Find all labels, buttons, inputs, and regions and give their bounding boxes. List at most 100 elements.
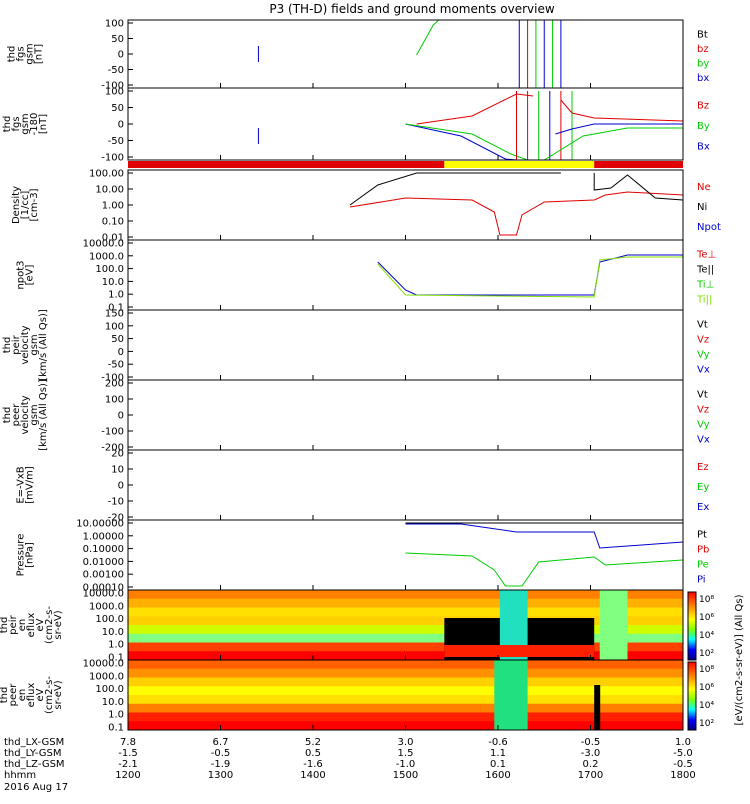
colorbar-tick: 10² [699,719,714,729]
panel-4-legend-Te||: Te|| [696,265,714,276]
panel-4-legend-Te⊥: Te⊥ [696,250,716,261]
panel-10-ytick: 1.0 [108,710,124,721]
panel-8-ytick: 0.01000 [83,557,124,568]
xtick-thd_LY-GSM-0: -1.5 [118,748,138,759]
panel-6-legend-Vy: Vy [697,420,710,431]
panel-7-legend-Ey: Ey [697,482,709,493]
panel-4-ytick: 10000.0 [83,239,124,250]
panel-8-legend-Pe: Pe [697,560,709,571]
plot-title: P3 (TH-D) fields and ground moments over… [269,2,554,16]
panel-7-ytick: 0 [118,481,124,492]
colorbar-tick: 10⁴ [699,701,714,711]
panel-9-ytick: 1000.0 [89,601,124,612]
spec-band [128,660,683,670]
panel-10-ytick: 1000.0 [89,671,124,682]
xtick-thd_LX-GSM-5: -0.5 [581,737,601,748]
spec-green-late [600,590,628,660]
panel-8-ytick: 10.00000 [76,519,124,530]
panel-2-ytick: -50 [108,136,124,147]
xtick-hhmm-3: 1500 [393,770,418,781]
mode-bar-yellow [444,161,594,168]
xtick-hhmm-4: 1600 [485,770,510,781]
panel-4-ytick: 100.0 [95,264,124,275]
xtick-thd_LZ-GSM-3: -1.0 [396,759,416,770]
panel-2-legend-By: By [697,121,710,132]
xtick-thd_LX-GSM-0: 7.8 [120,737,136,748]
xtick-thd_LX-GSM-4: -0.6 [488,737,508,748]
colorbar-bottom [688,662,696,730]
panel-3-ytick: 100.00 [89,169,124,180]
spec-band [128,669,683,679]
xlabel-row-hhmm: hhmm [4,770,36,781]
panel-6-ylabel-line: [km/s (All Qs)] [38,379,49,451]
panel-3-ytick: 10.00 [95,185,124,196]
date-label: 2016 Aug 17 [4,782,68,793]
panel-9-ytick: 10.0 [102,627,124,638]
panel-4-ytick: 1000.0 [89,251,124,262]
xtick-hhmm-2: 1400 [300,770,325,781]
panel-5-ytick: 100 [105,321,124,332]
panel-8-ytick: 0.00100 [83,570,124,581]
panel-9-ytick: 10000.0 [83,589,124,600]
panel-10-ytick: 100.0 [95,684,124,695]
colorbar-label: [eV/(cm2-s-sr-eV)] (All Qs) [734,594,745,725]
panel-1-ylabel-line: [nT] [34,44,45,64]
panel-1-ytick: -50 [108,65,124,76]
mode-bar-red-1 [128,161,444,168]
colorbar-tick: 10⁴ [699,631,714,641]
panel-5-ytick: 150 [105,309,124,320]
xlabel-row-thd_LX-GSM: thd_LX-GSM [4,737,64,748]
xtick-thd_LZ-GSM-4: 0.1 [490,759,506,770]
panel-1-legend-by: by [697,58,709,69]
xlabel-row-thd_LZ-GSM: thd_LZ-GSM [4,759,65,770]
panel-7-legend-Ex: Ex [697,502,709,513]
panel-6-legend-Vt: Vt [697,390,708,401]
spec-red-strip [444,645,594,657]
colorbar-tick: 10⁶ [699,683,714,693]
xtick-hhmm-1: 1300 [208,770,233,781]
panel-6-ytick: 200 [105,379,124,390]
panel-1-ytick: 50 [111,34,124,45]
panel-3-legend-Ni: Ni [697,202,707,213]
panel-2-ytick: 100 [105,87,124,98]
panel-7-ytick: -10 [108,497,124,508]
panel-7-ytick: 10 [111,465,124,476]
spec-black-strip [594,685,600,730]
panel-5-ytick: -50 [108,360,124,371]
panel-9-ytick: 100.0 [95,614,124,625]
panel-10-ytick: 0.1 [108,723,124,734]
panel-7-legend-Ez: Ez [697,462,709,473]
xtick-thd_LZ-GSM-5: 0.2 [583,759,599,770]
panel-2-legend-Bx: Bx [697,142,710,153]
xtick-thd_LY-GSM-1: -0.5 [211,748,231,759]
panel-8-legend-Pt: Pt [697,530,707,541]
panel-5-legend-Vz: Vz [697,335,709,346]
xtick-thd_LZ-GSM-6: -0.5 [673,759,693,770]
panel-1-ytick: 100 [105,19,124,30]
panel-8-ytick: 0.10000 [83,544,124,555]
panel-3-ylabel: Density[1/cc][cm-3] [11,186,40,224]
panel-10-ytick: 10000.0 [83,659,124,670]
panel-2-legend-Bz: Bz [697,100,709,111]
panel-6-ytick: -100 [101,427,124,438]
panel-4-ylabel: npot3[eV] [16,260,36,289]
panel-4-legend-Ti||: Ti|| [696,295,712,306]
panel-6-ytick: 0 [118,411,124,422]
panel-4-ytick: 1.0 [108,290,124,301]
panel-3-legend-Ne: Ne [697,182,711,193]
xtick-thd_LX-GSM-3: 3.0 [398,737,414,748]
mode-bar-red-2 [594,161,683,168]
panel-1-legend-bx: bx [697,73,709,84]
panel-1-ytick: 0 [118,50,124,61]
xtick-thd_LX-GSM-1: 6.7 [213,737,229,748]
panel-8-legend-Pb: Pb [697,545,709,556]
colorbar-tick: 10⁸ [699,595,714,605]
panel-7-ylabel-line: [mV/m] [25,466,36,504]
panel-9-ylabel-line: sr-eV) [53,610,64,639]
mode-bar [128,161,683,168]
xtick-hhmm-6: 1800 [670,770,695,781]
panel-4-ylabel-line: [eV] [25,265,36,286]
panel-9-ytick: 1.0 [108,640,124,651]
panel-5-legend-Vy: Vy [697,350,710,361]
